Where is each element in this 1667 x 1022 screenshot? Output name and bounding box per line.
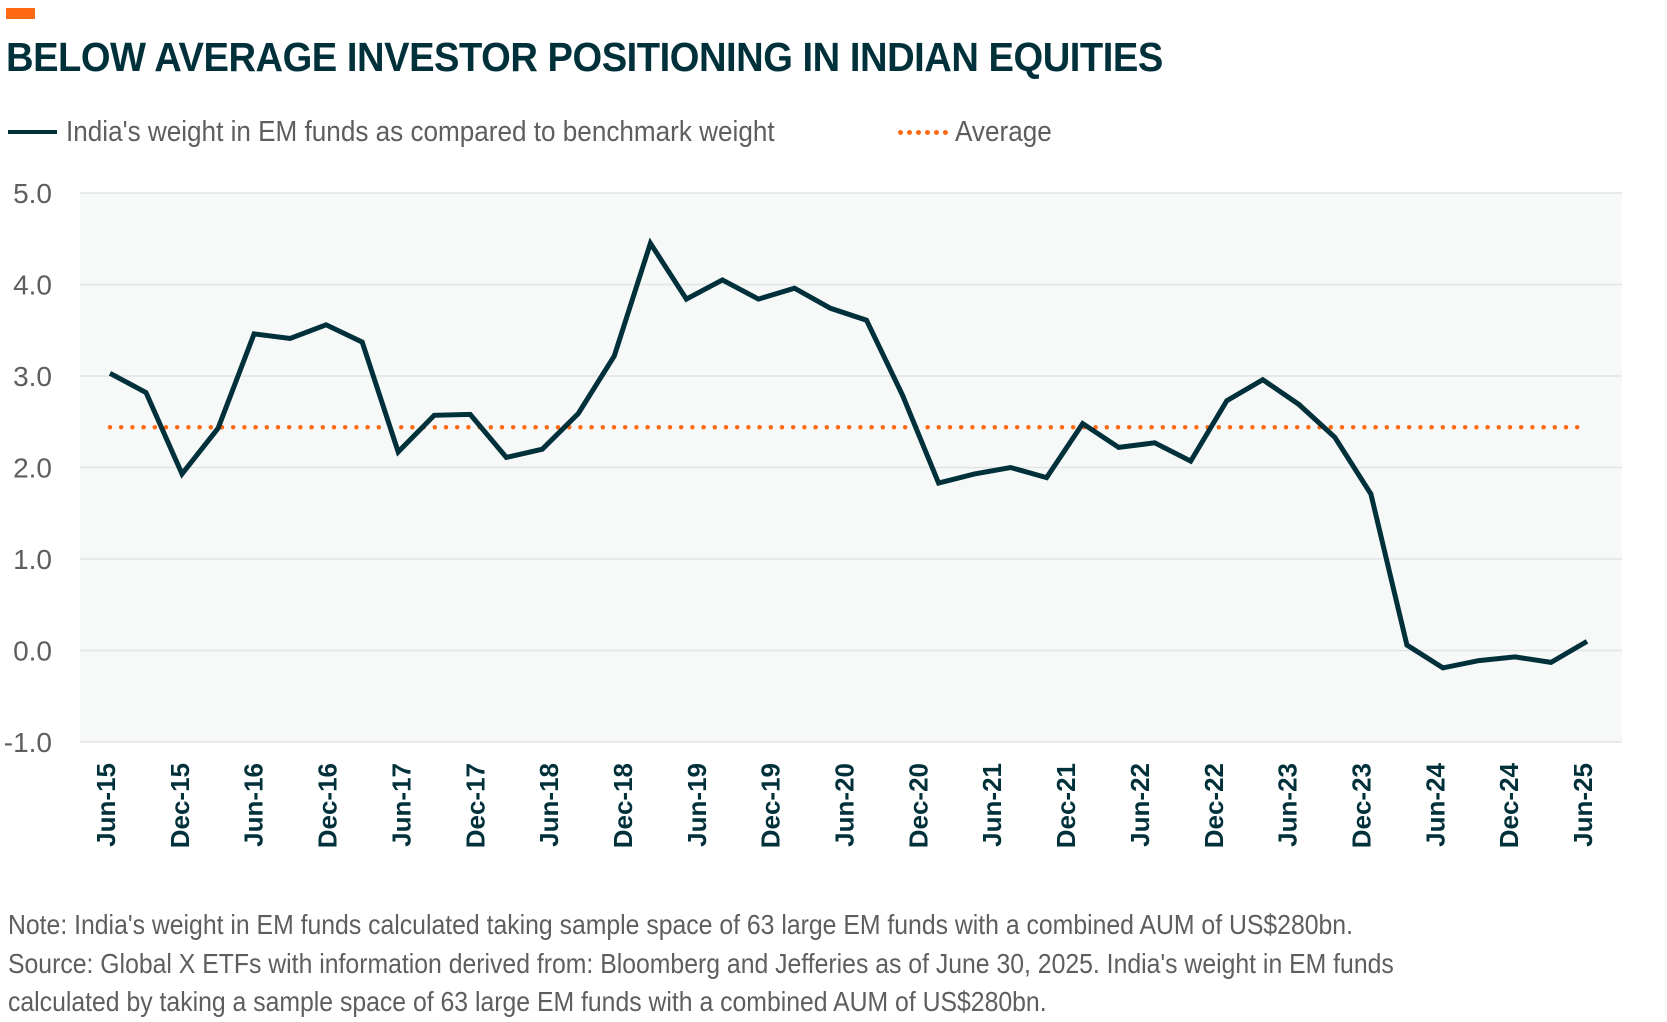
line-chart: 5.04.03.02.01.00.0-1.0 Jun-15 Dec-15 Jun-1…: [4, 178, 1622, 848]
source-line-continued: calculated by taking a sample space of 6…: [8, 986, 1047, 1017]
x-tick-label: Dec-19: [756, 763, 786, 848]
y-tick-label: 3.0: [13, 361, 52, 392]
legend-label: India's weight in EM funds as compared t…: [66, 115, 775, 148]
note-line: Note: India's weight in EM funds calcula…: [8, 909, 1353, 940]
x-tick-label: Jun-16: [239, 763, 269, 847]
legend-item-average: Average: [898, 116, 1063, 149]
legend-label: Average: [955, 115, 1052, 148]
x-tick-label: Jun-21: [977, 763, 1007, 847]
y-tick-label: 4.0: [13, 270, 52, 301]
x-tick-label: Jun-18: [534, 763, 564, 847]
x-tick-label: Jun-23: [1273, 763, 1303, 847]
weight-line: [108, 237, 1589, 671]
y-axis: 5.0 4.0 3.0 2.0 1.0 0.0 -1.0: [4, 178, 52, 758]
x-tick-label: Jun-19: [682, 763, 712, 847]
legend-solid-line-icon: [8, 130, 57, 134]
weight-series: [108, 237, 1589, 671]
x-tick-label: Dec-22: [1199, 763, 1229, 848]
chart-title: BELOW AVERAGE INVESTOR POSITIONING IN IN…: [6, 34, 1163, 80]
source-line: Source: Global X ETFs with information d…: [8, 947, 1394, 979]
y-tick-label: 0.0: [13, 636, 52, 667]
x-tick-label: Jun-17: [386, 763, 416, 847]
x-tick-label: Dec-21: [1051, 763, 1081, 848]
legend: India's weight in EM funds as compared t…: [8, 112, 1052, 152]
y-tick-label: 2.0: [13, 453, 52, 484]
x-axis: Jun-15 Dec-15 Jun-16 Dec-16 Jun-17 Dec-17 Jun-…: [91, 762, 1598, 848]
x-tick-label: Jun-20: [830, 763, 860, 847]
accent-bar: [6, 8, 35, 19]
legend-item-weight: India's weight in EM funds as compared t…: [8, 116, 853, 149]
x-tick-label: Jun-25: [1568, 763, 1598, 847]
x-tick-label: Dec-16: [313, 763, 343, 848]
x-tick-label: Dec-15: [165, 763, 195, 848]
x-tick-label: Dec-24: [1494, 762, 1524, 848]
x-tick-label: Jun-22: [1125, 763, 1155, 847]
x-tick-label: Dec-18: [608, 763, 638, 848]
x-tick-label: Dec-17: [460, 763, 490, 848]
footnotes: Note: India's weight in EM funds calcula…: [8, 906, 1394, 1022]
x-tick-label: Jun-15: [91, 763, 121, 847]
y-tick-label: 1.0: [13, 544, 52, 575]
y-tick-label: 5.0: [13, 178, 52, 209]
legend-dotted-line-icon: [898, 129, 948, 135]
gridlines: [80, 192, 1622, 743]
x-tick-label: Jun-24: [1420, 762, 1450, 846]
x-tick-label: Dec-20: [903, 763, 933, 848]
x-tick-label: Dec-23: [1346, 763, 1376, 848]
y-tick-label: -1.0: [4, 727, 52, 758]
